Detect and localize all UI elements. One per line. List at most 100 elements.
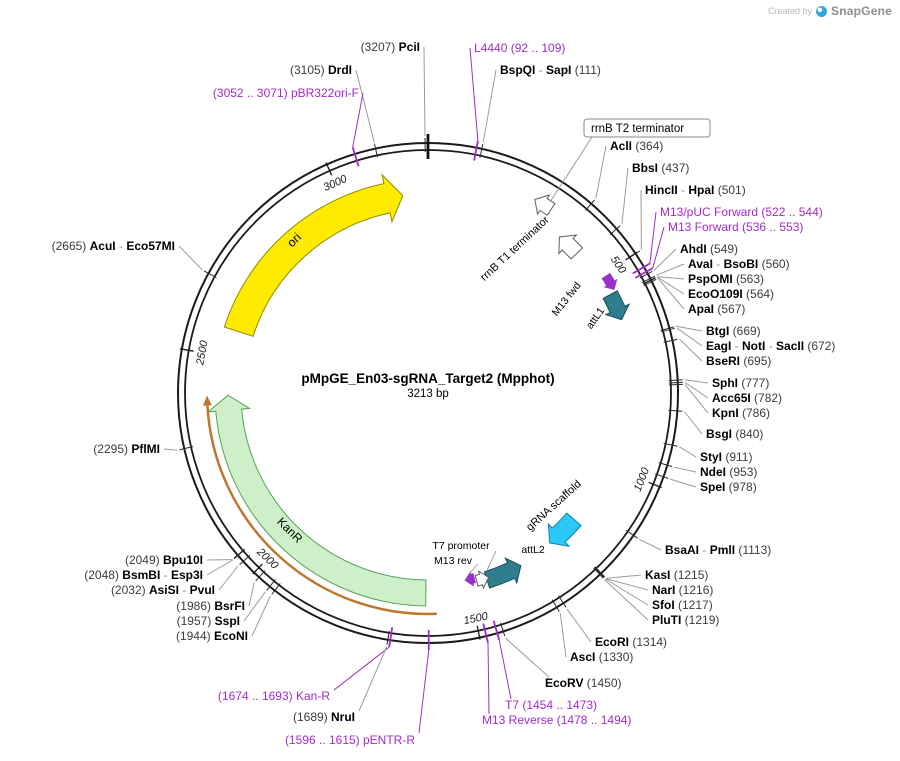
site-tick-styi xyxy=(663,442,678,447)
site-tick-eagi-noti-sacii xyxy=(660,327,675,333)
feature-label-m13-fwd-primer: M13 fwd xyxy=(550,280,584,319)
leader-line-bsmbi-esp3i xyxy=(206,559,233,576)
primer-tick-m13-puc-forward xyxy=(632,262,651,275)
site-tick-btgi xyxy=(660,326,675,331)
leader-line-sspi xyxy=(243,591,266,622)
site-label-acui-eco57mi: (2665) AcuI - Eco57MI xyxy=(52,239,175,253)
site-label-drdi: (3105) DrdI xyxy=(290,63,352,77)
site-tick-apai xyxy=(643,278,657,287)
feature-grna-scaffold xyxy=(547,512,582,547)
feature-pointer-t7-promoter-glyph xyxy=(486,550,497,571)
site-label-hincii-hpai: HincII - HpaI (501) xyxy=(645,183,746,197)
leader-line-bspqi-sapi xyxy=(482,69,497,143)
site-tick-sphi xyxy=(668,379,683,382)
leader-line-eagi-noti-sacii xyxy=(676,327,703,347)
leader-line-btgi xyxy=(676,325,703,332)
scale-tick-2500 xyxy=(179,348,194,352)
site-tick-acc65i xyxy=(668,381,683,384)
site-label-asisi-pvui: (2032) AsiSI - PvuI xyxy=(111,583,215,597)
feature-label-t7-promoter-glyph: T7 promoter xyxy=(432,540,490,552)
leader-line-ecoo109i xyxy=(657,276,685,295)
site-tick-sspi xyxy=(266,579,276,591)
leader-line-ndei xyxy=(673,466,697,473)
site-tick-bsrfi xyxy=(255,570,266,582)
feature-attl2 xyxy=(483,557,522,589)
feature-kanr-inner-arc xyxy=(206,405,437,616)
site-label-sfoi: SfoI (1217) xyxy=(652,598,713,612)
site-label-pspomi: PspOMI (563) xyxy=(688,272,764,286)
primer-tick-m13-forward xyxy=(634,267,654,279)
leader-line-t7 xyxy=(498,639,512,700)
site-label-pentr-r: (1596 .. 1615) pENTR-R xyxy=(285,733,415,747)
site-label-bsrfi: (1986) BsrFI xyxy=(176,599,245,613)
scale-tick-2000 xyxy=(252,563,263,575)
site-tick-sfoi xyxy=(593,567,605,578)
leader-line-kpni xyxy=(684,383,709,414)
site-tick-ndei xyxy=(658,462,673,468)
site-label-kpni: KpnI (786) xyxy=(712,406,770,420)
site-label-bspqi-sapi: BspQI - SapI (111) xyxy=(500,63,601,77)
leader-line-m13-reverse xyxy=(487,642,490,715)
leader-line-apai xyxy=(657,278,685,310)
feature-label-m13-rev-primer: M13 rev xyxy=(434,555,473,567)
leader-line-bbsi xyxy=(621,167,629,225)
site-label-pflmi: (2295) PflMI xyxy=(93,442,160,456)
feature-ori xyxy=(223,173,404,337)
site-tick-bsmbi-esp3i xyxy=(233,549,246,560)
leader-line-ecorv xyxy=(505,637,550,678)
snapgene-brand-text: SnapGene xyxy=(831,4,892,18)
site-label-acc65i: Acc65I (782) xyxy=(712,391,782,405)
leader-line-l4440 xyxy=(469,47,479,141)
leader-line-econi xyxy=(251,595,271,637)
leader-line-bseri xyxy=(678,338,703,362)
site-label-m13-puc-forward: M13/pUC Forward (522 .. 544) xyxy=(660,205,823,219)
site-label-m13-reverse: M13 Reverse (1478 .. 1494) xyxy=(482,713,631,727)
site-label-t7: T7 (1454 .. 1473) xyxy=(505,698,597,712)
site-tick-avai-bsobi xyxy=(641,275,655,284)
leader-line-drdi xyxy=(355,69,375,142)
leader-line-ecori xyxy=(566,608,592,643)
leader-line-ahdi xyxy=(653,248,677,271)
site-label-ecoo109i: EcoO109I (564) xyxy=(688,287,774,301)
site-tick-ecori xyxy=(558,595,567,608)
leader-line-nrui xyxy=(358,646,388,712)
leader-line-styi xyxy=(679,446,697,458)
primer-tick-t7 xyxy=(492,620,501,641)
site-label-pluti: PluTI (1219) xyxy=(652,613,719,627)
leader-line-m13-puc-forward xyxy=(649,211,657,264)
site-label-bsaai-pmli: BsaAI - PmlI (1113) xyxy=(665,543,771,557)
scale-tick-1500 xyxy=(476,625,481,640)
leader-line-nari xyxy=(605,578,649,591)
leader-line-spei xyxy=(669,478,697,488)
site-label-spei: SpeI (978) xyxy=(700,480,757,494)
leader-line-acc65i xyxy=(684,381,709,399)
site-tick-pluti xyxy=(593,567,604,579)
site-tick-kpni xyxy=(668,383,683,386)
leader-line-rrnb-t2-terminator xyxy=(549,136,593,203)
snapgene-logo-icon xyxy=(816,5,828,17)
primer-tick-pbr322ori-f xyxy=(351,147,360,167)
feature-rrnb-t2-terminator-glyph xyxy=(534,194,556,216)
site-tick-bbsi xyxy=(609,225,621,236)
site-tick-ecoo109i xyxy=(642,277,656,285)
primer-tick-kan-r xyxy=(388,627,394,648)
scale-tick-1000 xyxy=(648,481,662,489)
site-tick-econi xyxy=(271,583,281,595)
leader-line-avai-bsobi xyxy=(656,263,685,276)
scale-label-2500: 2500 xyxy=(194,339,210,367)
feature-label-rrnb-t1-terminator-glyph: rrnB T1 terminator xyxy=(478,214,552,284)
leader-line-kasi xyxy=(606,574,642,579)
site-label-styi: StyI (911) xyxy=(700,450,752,464)
created-by-text: Created by xyxy=(768,6,813,16)
feature-kanr-inner-arc-arrowhead-icon xyxy=(202,395,212,406)
primer-tick-m13-reverse xyxy=(482,623,489,644)
leader-line-pentr-r xyxy=(418,649,430,734)
site-label-l4440: L4440 (92 .. 109) xyxy=(474,41,565,55)
leader-line-pcii xyxy=(423,46,426,137)
site-tick-ecorv xyxy=(500,622,506,637)
leader-line-kan-r xyxy=(333,646,390,691)
site-label-btgi: BtgI (669) xyxy=(706,324,761,338)
scale-label-1000: 1000 xyxy=(632,465,653,493)
